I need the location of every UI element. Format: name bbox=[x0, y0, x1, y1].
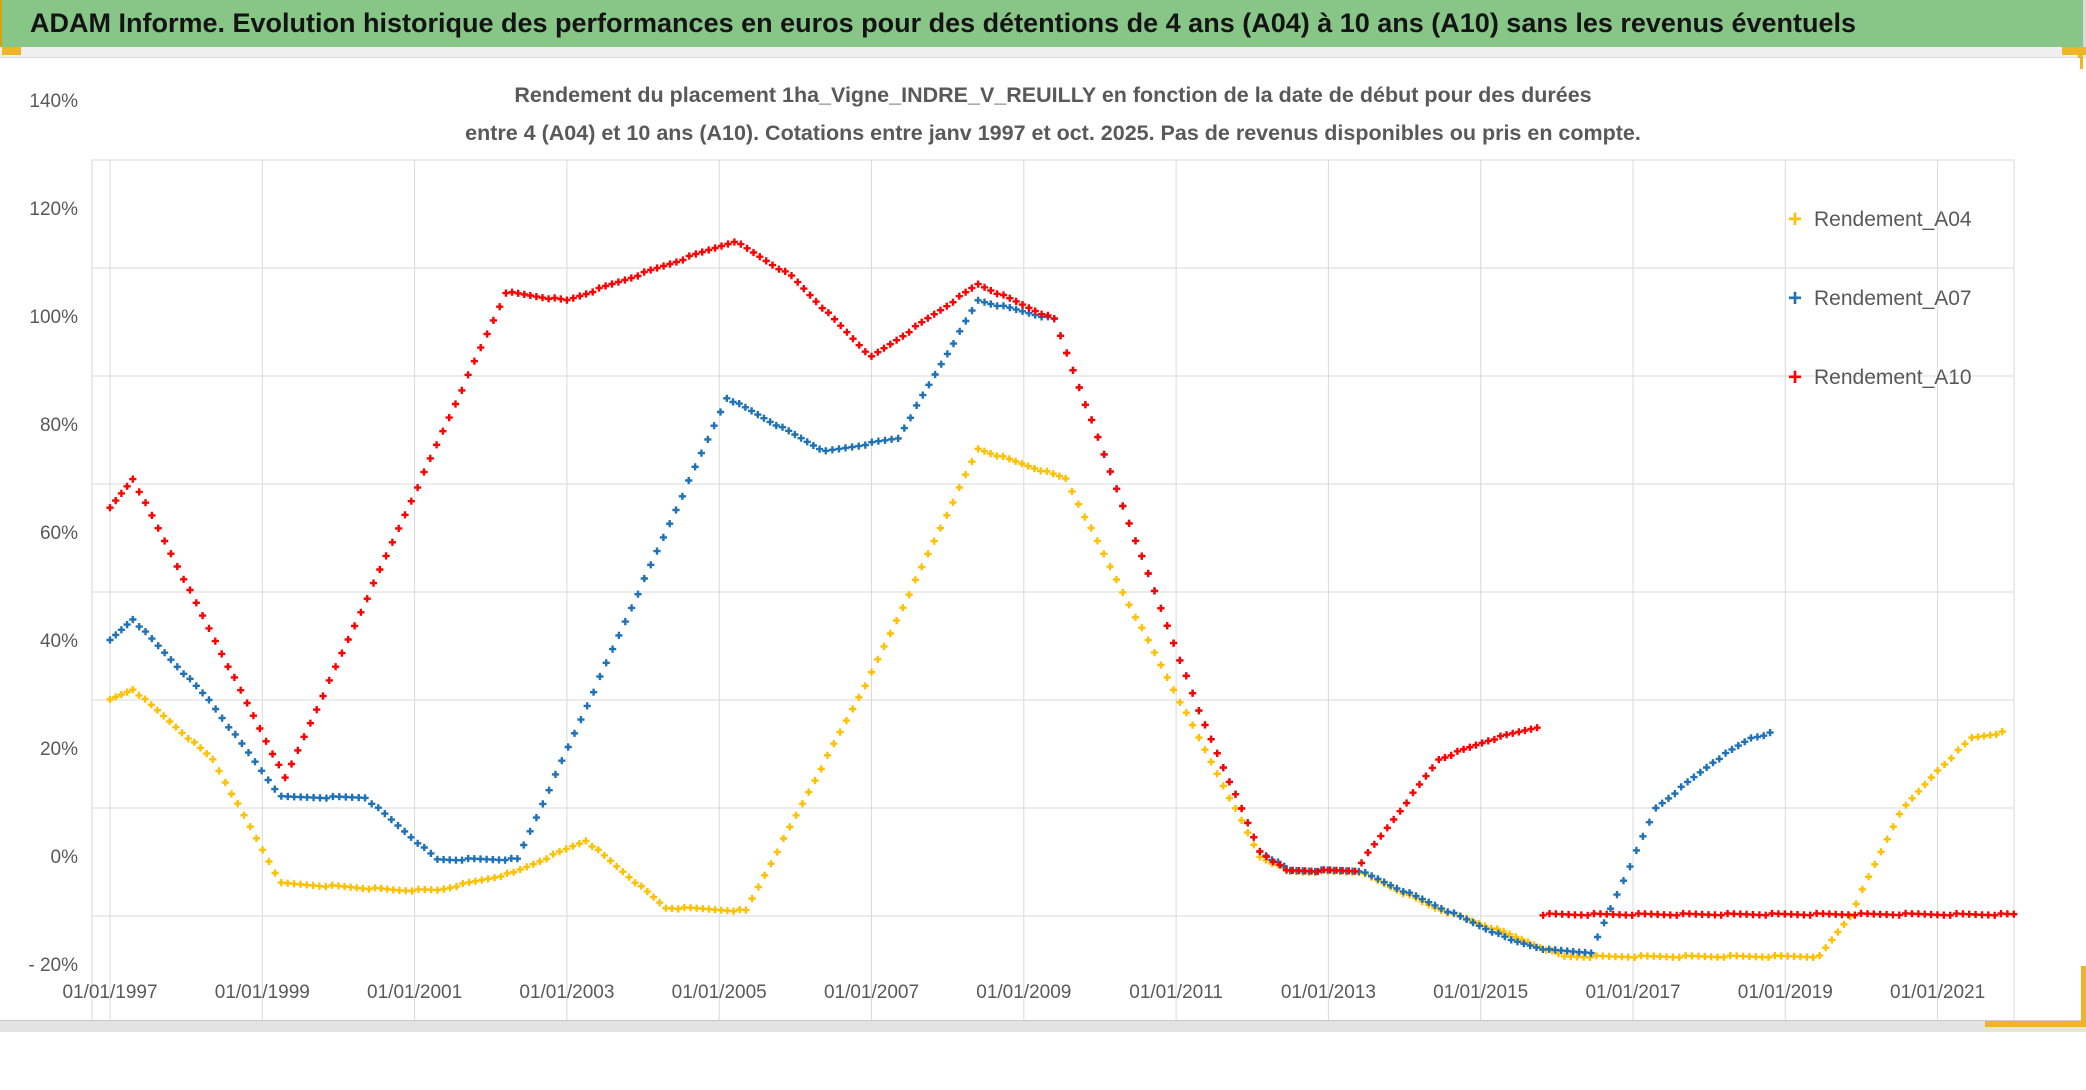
plus-marker-icon: + bbox=[1788, 206, 1803, 233]
orange-accent-left bbox=[2, 47, 21, 55]
y-tick-label[interactable]: 60% bbox=[39, 523, 78, 544]
series-rendement_a04[interactable] bbox=[106, 445, 2006, 961]
y-tick-label[interactable]: 40% bbox=[39, 631, 78, 652]
y-tick-label[interactable]: 20% bbox=[39, 739, 78, 760]
legend-item-rendement-a07[interactable]: + Rendement_A07 bbox=[1788, 285, 2028, 313]
legend-label: Rendement_A07 bbox=[1814, 287, 1972, 310]
x-tick-label[interactable]: 01/01/2017 bbox=[1585, 982, 1681, 1003]
workbook-header-cell[interactable]: ADAM Informe. Evolution historique des p… bbox=[2, 0, 2083, 47]
x-tick-label[interactable]: 01/01/2007 bbox=[823, 982, 920, 1003]
header-right-edge bbox=[2083, 0, 2086, 47]
x-tick-label[interactable]: 01/01/2011 bbox=[1129, 982, 1223, 1003]
x-tick-label[interactable]: 01/01/2021 bbox=[1890, 982, 1986, 1003]
orange-accent-notch bbox=[2078, 55, 2083, 69]
chart-legend[interactable]: + Rendement_A04 + Rendement_A07 + Rendem… bbox=[1788, 206, 2028, 443]
x-tick-label[interactable]: 01/01/2019 bbox=[1737, 982, 1833, 1003]
excel-chart-screenshot: { "header": { "title": "ADAM Informe. Ev… bbox=[0, 0, 2086, 1032]
y-tick-label[interactable]: 0% bbox=[50, 847, 78, 868]
header-left-accent bbox=[0, 0, 2, 47]
chart-title-line2: entre 4 (A04) et 10 ans (A10). Cotations… bbox=[465, 121, 1641, 145]
series-rendement_a10[interactable] bbox=[106, 238, 1541, 876]
x-tick-label[interactable]: 01/01/2001 bbox=[367, 982, 463, 1003]
y-tick-label[interactable]: 80% bbox=[39, 415, 78, 436]
x-tick-label[interactable]: 01/01/2009 bbox=[976, 982, 1072, 1003]
legend-label: Rendement_A10 bbox=[1814, 366, 1972, 389]
orange-accent-right-strip bbox=[2081, 966, 2086, 1027]
y-tick-label[interactable]: 100% bbox=[29, 307, 78, 328]
series-rendement_a10[interactable] bbox=[1539, 909, 2018, 919]
plus-marker-icon: + bbox=[1788, 285, 1803, 312]
legend-item-rendement-a04[interactable]: + Rendement_A04 bbox=[1788, 206, 2028, 234]
x-tick-label[interactable]: 01/01/1997 bbox=[62, 982, 158, 1003]
subheader-strip bbox=[0, 47, 2086, 58]
plot-area[interactable] bbox=[0, 58, 2086, 1090]
chart-title-line1: Rendement du placement 1ha_Vigne_INDRE_V… bbox=[514, 83, 1592, 107]
header-title: ADAM Informe. Evolution historique des p… bbox=[30, 8, 1857, 38]
legend-item-rendement-a10[interactable]: + Rendement_A10 bbox=[1788, 364, 2028, 392]
y-tick-label[interactable]: - 20% bbox=[28, 955, 78, 976]
x-tick-label[interactable]: 01/01/2015 bbox=[1433, 982, 1529, 1003]
x-tick-label[interactable]: 01/01/2013 bbox=[1280, 982, 1376, 1003]
x-tick-label[interactable]: 01/01/2003 bbox=[519, 982, 615, 1003]
bottom-band bbox=[0, 1021, 2086, 1032]
orange-accent-right bbox=[2062, 47, 2086, 55]
chart-object[interactable]: Rendement du placement 1ha_Vigne_INDRE_V… bbox=[0, 58, 2080, 1025]
plus-marker-icon: + bbox=[1788, 364, 1803, 391]
legend-label: Rendement_A04 bbox=[1814, 208, 1972, 231]
x-tick-label[interactable]: 01/01/2005 bbox=[671, 982, 767, 1003]
y-tick-label[interactable]: 120% bbox=[29, 199, 78, 220]
bottom-hairline bbox=[0, 1020, 2086, 1021]
y-tick-label[interactable]: 140% bbox=[29, 91, 78, 112]
x-tick-label[interactable]: 01/01/1999 bbox=[214, 982, 310, 1003]
orange-accent-bottom bbox=[1985, 1021, 2086, 1027]
chart-title[interactable]: Rendement du placement 1ha_Vigne_INDRE_V… bbox=[92, 76, 2014, 152]
